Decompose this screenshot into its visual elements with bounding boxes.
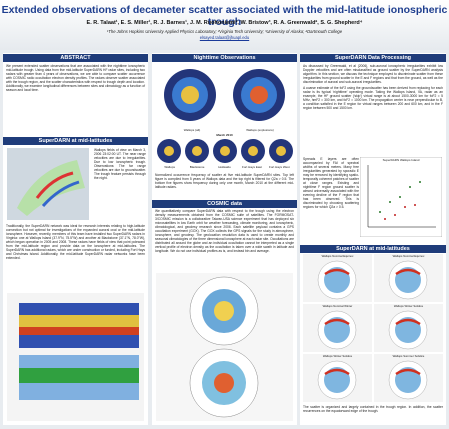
map-panel: Wallops Winter Solstice	[303, 354, 372, 402]
section-heading: COSMIC data	[152, 200, 297, 208]
site-label: Fort Hays East	[242, 165, 262, 169]
site-label: Wallops	[164, 165, 175, 169]
cosmic-maps	[156, 273, 293, 421]
body-text: A coarse estimate of the foF2 using the …	[303, 86, 443, 110]
figure-label: SuperDARN Wallops Island	[382, 158, 420, 162]
processing-figure	[360, 157, 442, 237]
map-panel: Wallops Nominal Equinox	[374, 254, 443, 302]
email[interactable]: elsayed.talaat@jhuapl.edu	[199, 35, 250, 40]
abstract-text: We present extended scatter observations…	[6, 64, 145, 92]
map-title: Wallops Nominal Winter	[322, 304, 353, 308]
figure-caption: Normalized occurrence frequency of scatt…	[155, 173, 294, 189]
site-label: Fort Hays West	[269, 165, 290, 169]
map-panel: Wallops Nominal Winter	[303, 304, 372, 352]
body-text: As discussed by Greenwald, et al (2006),…	[303, 64, 443, 84]
map-panel: Wallops Summer Solstice	[374, 354, 443, 402]
map-image	[317, 310, 357, 350]
map-image	[388, 360, 428, 400]
middle-column: Nighttime Observations Wallops (alt) Wal…	[152, 53, 297, 425]
month-label: March 2010	[216, 133, 233, 137]
figure-caption: Wallops fields of view on March 3, 2006 …	[94, 148, 146, 180]
site-labels: Wallops Blackstone Hokkaido Fort Hays East F…	[156, 165, 293, 169]
header: Extended observations of decameter scatt…	[0, 0, 449, 50]
map-title: Wallops Winter Solstice	[322, 354, 353, 358]
site-label: Hokkaido	[218, 165, 231, 169]
site-label: Blackstone	[189, 165, 205, 169]
body-text: Traditionally, the SuperDARN network was…	[6, 224, 145, 260]
map-image	[317, 260, 357, 300]
map-title: Wallops Nominal Equinox	[392, 254, 425, 258]
map-panel: Wallops Nominal Equinox	[303, 254, 372, 302]
section-heading: SuperDARN Data Processing	[300, 54, 446, 62]
map-title: Wallops Nominal Equinox	[321, 254, 354, 258]
section-heading: Nighttime Observations	[152, 54, 297, 62]
authors: E. R. Talaat¹, E. S. Miller¹, R. J. Barn…	[86, 20, 363, 26]
map-image	[317, 360, 357, 400]
map-image	[388, 260, 428, 300]
section-heading: SuperDARN at mid-latitudes	[3, 137, 148, 145]
map-title: Wallops Summer Solstice	[392, 354, 425, 358]
fov-map	[7, 148, 89, 220]
map-title: Wallops Winter Solstice	[393, 304, 424, 308]
map-image	[388, 310, 428, 350]
occurrence-maps	[164, 69, 285, 121]
map-panel: Wallops Winter Solstice	[374, 304, 443, 352]
title: Extended observations of decameter scatt…	[1, 4, 448, 28]
section-heading: ABSTRACT	[3, 54, 148, 62]
site-maps	[157, 139, 293, 163]
panel-label: Wallops (explosions)	[246, 128, 274, 132]
body-text: Spreads E layers are often accompanied b…	[303, 157, 359, 209]
figure-caption: The scatter is organized and largely con…	[303, 405, 443, 413]
map-grid: Wallops Nominal Equinox Wallops Nominal E…	[303, 254, 443, 402]
affiliations: ¹The Johns Hopkins University Applied Ph…	[106, 29, 343, 34]
right-column: SuperDARN Data Processing As discussed b…	[300, 53, 446, 425]
panel-label: Wallops (alt)	[183, 128, 201, 132]
section-heading: SuperDARN at mid-latitudes	[300, 245, 446, 253]
body-text: We quantitatively compare SuperDARN data…	[155, 209, 294, 253]
rti-plot	[7, 293, 144, 421]
left-column: ABSTRACT We present extended scatter obs…	[3, 53, 148, 425]
